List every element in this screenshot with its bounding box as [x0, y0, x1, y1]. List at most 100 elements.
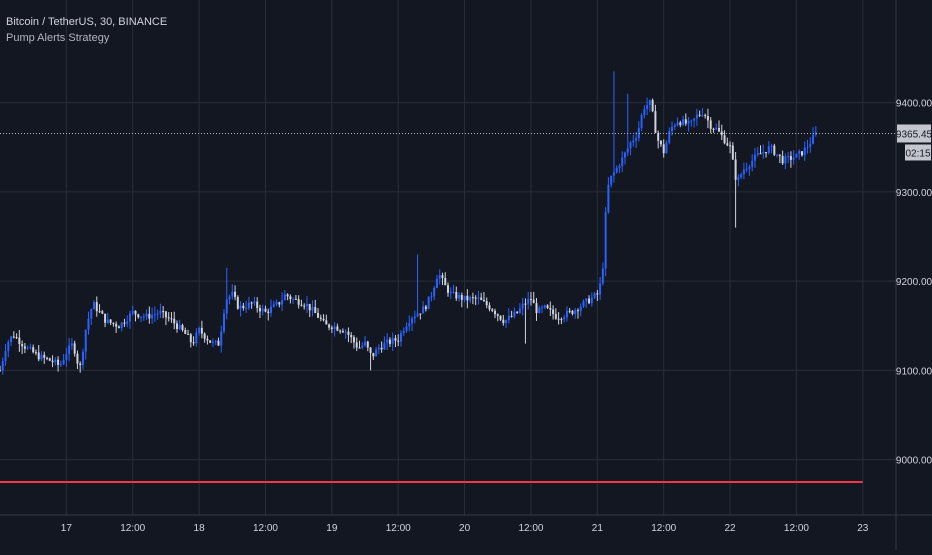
candle-body	[325, 320, 328, 325]
candle-body	[698, 114, 701, 116]
candle-body	[156, 313, 159, 315]
time-axis[interactable]: 17 12:00 18 12:00 19 12:00 20 12:00 21 12:00 22 12:…	[61, 523, 869, 534]
candle-body	[646, 105, 649, 110]
candle-body	[32, 347, 35, 353]
candle-body	[347, 331, 350, 335]
candle-body	[51, 360, 54, 362]
candle-body	[37, 352, 40, 360]
candle-body	[364, 341, 367, 346]
candle-body	[62, 360, 65, 365]
candle-body	[375, 349, 378, 357]
candle-body	[494, 310, 497, 315]
candle-body	[0, 370, 1, 372]
candle-body	[643, 109, 646, 116]
candle-body	[322, 318, 325, 321]
candle-body	[773, 145, 776, 155]
candle-body	[411, 318, 414, 324]
candle-body	[4, 351, 7, 362]
candle-body	[659, 140, 662, 145]
candle-body	[256, 301, 259, 308]
candle-body	[463, 295, 466, 300]
candle-body	[317, 313, 320, 318]
candle-body	[397, 340, 400, 342]
candle-body	[416, 313, 419, 317]
candle-body	[449, 291, 452, 293]
candle-body	[745, 168, 748, 170]
candle-body	[690, 120, 693, 122]
candle-body	[455, 291, 458, 299]
candle-body	[430, 296, 433, 298]
candle-body	[192, 342, 195, 344]
time-tick-label: 12:00	[518, 523, 543, 534]
candle-body	[751, 160, 754, 167]
candle-body	[34, 352, 37, 354]
candle-body	[599, 283, 602, 295]
time-tick-label: 12:00	[386, 523, 411, 534]
candle-body	[314, 307, 317, 314]
candle-body	[253, 301, 256, 304]
price-axis[interactable]: 9000.00 9100.00 9200.00 9300.00 9400.00	[896, 99, 932, 467]
candle-body	[474, 297, 477, 299]
candle-body	[388, 339, 391, 344]
candle-body	[341, 331, 344, 333]
candle-body	[488, 305, 491, 310]
candle-body	[809, 143, 812, 147]
candle-body	[278, 302, 281, 305]
candle-body	[117, 326, 120, 329]
candle-body	[79, 363, 82, 365]
candle-body	[245, 307, 248, 309]
candle-body	[524, 303, 527, 305]
candle-body	[369, 347, 372, 353]
candle-body	[723, 135, 726, 144]
candle-body	[214, 340, 217, 342]
candle-body	[803, 147, 806, 156]
candles	[0, 71, 817, 375]
candle-body	[391, 338, 394, 344]
candle-body	[270, 306, 273, 314]
candle-body	[726, 143, 729, 146]
candle-body	[590, 297, 593, 304]
candle-body	[610, 175, 613, 185]
candle-body	[753, 154, 756, 161]
candle-body	[715, 127, 718, 129]
candle-body	[405, 326, 408, 331]
price-tick-label: 9100.00	[896, 366, 932, 377]
candle-body	[778, 154, 781, 156]
candle-body	[510, 315, 513, 317]
candle-body	[444, 277, 447, 286]
candle-body	[258, 307, 261, 312]
price-tick-label: 9000.00	[896, 456, 932, 467]
candle-body	[789, 156, 792, 160]
candle-body	[419, 313, 422, 315]
candle-body	[21, 344, 24, 347]
candle-body	[90, 309, 93, 319]
candle-body	[422, 306, 425, 314]
candle-body	[507, 315, 510, 321]
price-tick-label: 9200.00	[896, 277, 932, 288]
candle-body	[623, 152, 626, 158]
candle-body	[731, 145, 734, 160]
candle-body	[557, 318, 560, 320]
chart-legend: Bitcoin / TetherUS, 30, BINANCE Pump Ale…	[6, 14, 167, 46]
candle-body	[142, 316, 145, 318]
candle-body	[579, 306, 582, 312]
candle-body	[189, 334, 192, 343]
countdown-label: 02:15	[905, 148, 930, 159]
candle-body	[582, 301, 585, 307]
candle-body	[10, 336, 13, 343]
candle-body	[98, 311, 101, 313]
symbol-title[interactable]: Bitcoin / TetherUS, 30, BINANCE	[6, 16, 168, 28]
candle-body	[673, 125, 676, 127]
candle-body	[541, 307, 544, 309]
candle-body	[618, 166, 621, 168]
candle-body	[814, 132, 817, 135]
indicator-title[interactable]: Pump Alerts Strategy	[6, 32, 110, 44]
candle-body	[292, 298, 295, 300]
candle-body	[704, 115, 707, 117]
candle-body	[300, 304, 303, 306]
candle-body	[516, 311, 519, 313]
candle-body	[336, 326, 339, 331]
time-tick-label: 19	[326, 523, 338, 534]
time-tick-label: 12:00	[651, 523, 676, 534]
